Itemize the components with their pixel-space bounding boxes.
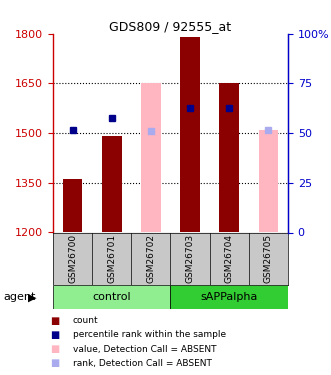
Text: value, Detection Call = ABSENT: value, Detection Call = ABSENT <box>73 345 216 354</box>
Text: GSM26702: GSM26702 <box>146 234 155 283</box>
Text: sAPPalpha: sAPPalpha <box>201 292 258 302</box>
Text: GSM26704: GSM26704 <box>225 234 234 283</box>
Text: GSM26700: GSM26700 <box>68 234 77 284</box>
Bar <box>63 180 82 232</box>
FancyBboxPatch shape <box>170 285 288 309</box>
Text: GSM26705: GSM26705 <box>264 234 273 284</box>
Text: count: count <box>73 316 98 325</box>
Bar <box>102 136 121 232</box>
Text: ▶: ▶ <box>28 292 37 302</box>
Text: percentile rank within the sample: percentile rank within the sample <box>73 330 226 339</box>
Text: rank, Detection Call = ABSENT: rank, Detection Call = ABSENT <box>73 359 212 368</box>
Bar <box>141 83 161 232</box>
Text: control: control <box>92 292 131 302</box>
Text: agent: agent <box>3 292 36 302</box>
Text: ■: ■ <box>50 344 59 354</box>
Bar <box>259 130 278 232</box>
Text: ■: ■ <box>50 358 59 368</box>
Bar <box>180 37 200 232</box>
Title: GDS809 / 92555_at: GDS809 / 92555_at <box>110 20 231 33</box>
Text: ■: ■ <box>50 330 59 340</box>
Bar <box>219 83 239 232</box>
Text: GSM26703: GSM26703 <box>186 234 195 284</box>
FancyBboxPatch shape <box>53 285 170 309</box>
Text: GSM26701: GSM26701 <box>107 234 116 284</box>
Text: ■: ■ <box>50 316 59 326</box>
